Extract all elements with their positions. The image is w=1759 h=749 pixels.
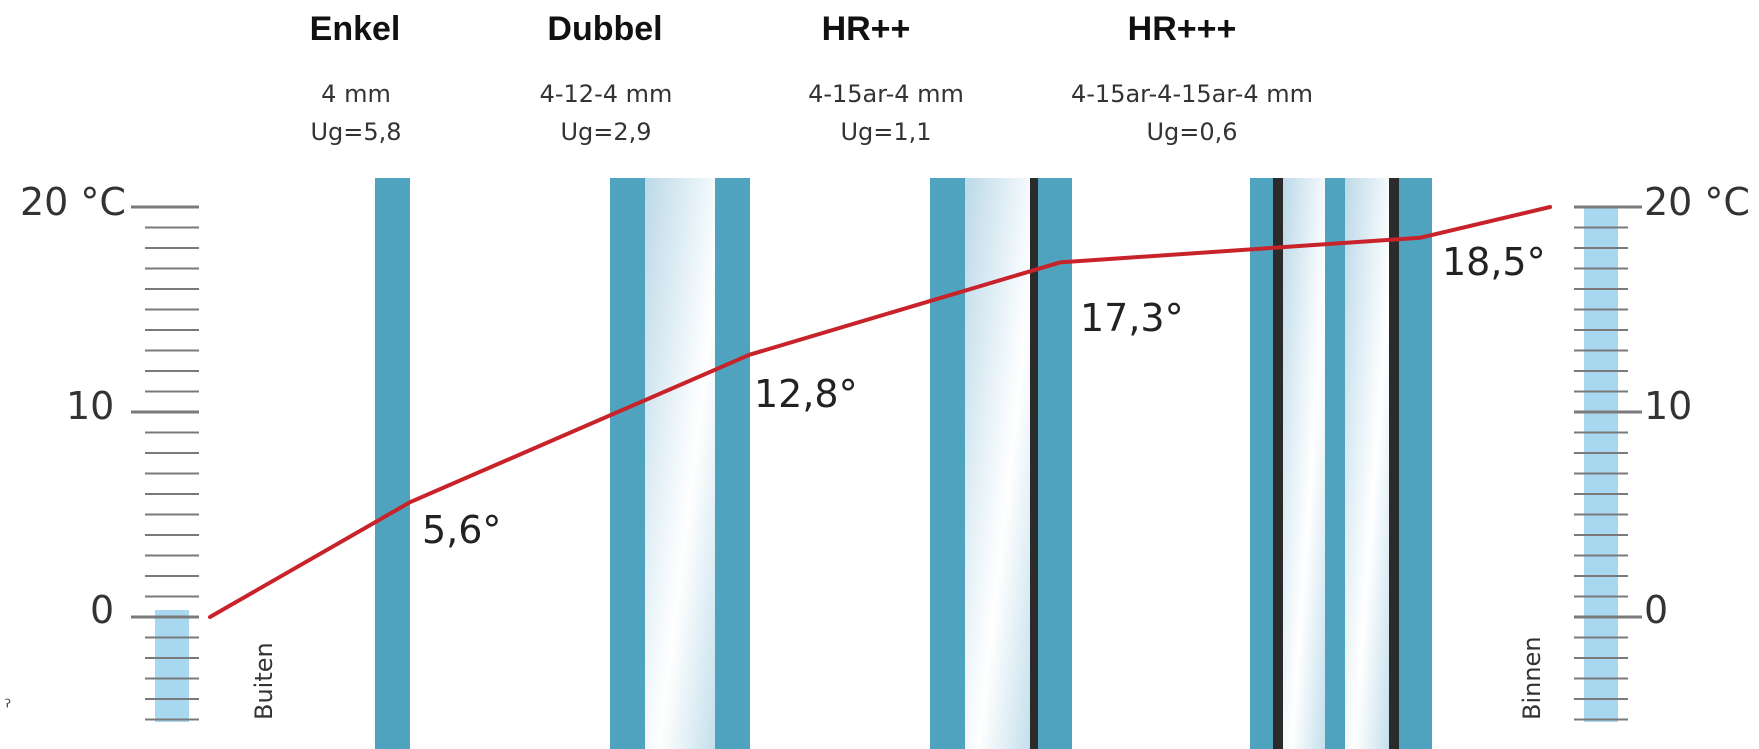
left-axis-20: 20 °C (20, 180, 126, 224)
glass-pane (930, 178, 965, 749)
glazing-dubbel (610, 178, 750, 749)
surface-temp-hrppp: 18,5° (1442, 240, 1546, 284)
temperature-line (208, 205, 1552, 619)
right-axis-10: 10 (1644, 384, 1693, 428)
glazing-enkel (375, 178, 410, 749)
spec-dubbel: 4-12-4 mm Ug=2,9 (436, 75, 776, 151)
left-scale-ticks (131, 205, 199, 721)
glass-pane (1250, 178, 1273, 749)
argon-cavity (1283, 178, 1325, 749)
right-thermometer (1574, 205, 1642, 722)
surface-temp-enkel: 5,6° (422, 508, 502, 552)
spec-enkel: 4 mm Ug=5,8 (186, 75, 526, 151)
left-thermometer-fluid (155, 610, 189, 722)
glazing-hrpp (930, 178, 1072, 749)
title-hrppp: HR+++ (1127, 10, 1237, 48)
glass-pane (610, 178, 645, 749)
spec-hrppp: 4-15ar-4-15ar-4 mm Ug=0,6 (1022, 75, 1362, 151)
right-scale-ticks (1574, 205, 1642, 721)
glass-pane (1038, 178, 1072, 749)
left-axis-10: 10 (66, 384, 115, 428)
spec-dubbel-size: 4-12-4 mm (539, 80, 673, 108)
right-axis-20: 20 °C (1644, 180, 1750, 224)
surface-temp-hrpp: 17,3° (1080, 296, 1184, 340)
spec-hrpp-ug: Ug=1,1 (840, 118, 932, 146)
air-cavity (645, 178, 715, 749)
stray-mark: ˀ (4, 695, 12, 719)
coating-layer (1273, 178, 1283, 749)
spec-enkel-size: 4 mm (321, 80, 391, 108)
surface-temp-dubbel: 12,8° (754, 372, 858, 416)
title-dubbel: Dubbel (547, 10, 663, 48)
outside-label: Buiten (250, 642, 278, 720)
spec-hrpp: 4-15ar-4 mm Ug=1,1 (716, 75, 1056, 151)
glass-pane (1399, 178, 1432, 749)
right-axis-0: 0 (1644, 588, 1669, 632)
spec-dubbel-ug: Ug=2,9 (560, 118, 652, 146)
glass-pane (1325, 178, 1345, 749)
coating-layer (1030, 178, 1038, 749)
coating-layer (1389, 178, 1399, 749)
spec-hrppp-size: 4-15ar-4-15ar-4 mm (1071, 80, 1313, 108)
inside-label: Binnen (1518, 636, 1546, 720)
spec-hrppp-ug: Ug=0,6 (1146, 118, 1238, 146)
spec-hrpp-size: 4-15ar-4 mm (808, 80, 964, 108)
title-enkel: Enkel (309, 10, 401, 48)
spec-enkel-ug: Ug=5,8 (310, 118, 402, 146)
argon-cavity (1345, 178, 1389, 749)
left-axis-0: 0 (90, 588, 115, 632)
glass-pane (715, 178, 750, 749)
glazing-hrppp (1250, 178, 1432, 749)
right-thermometer-fluid (1584, 207, 1618, 722)
glass-pane (375, 178, 410, 749)
argon-cavity (965, 178, 1030, 749)
left-thermometer (131, 205, 199, 722)
title-hrpp: HR++ (821, 10, 911, 48)
